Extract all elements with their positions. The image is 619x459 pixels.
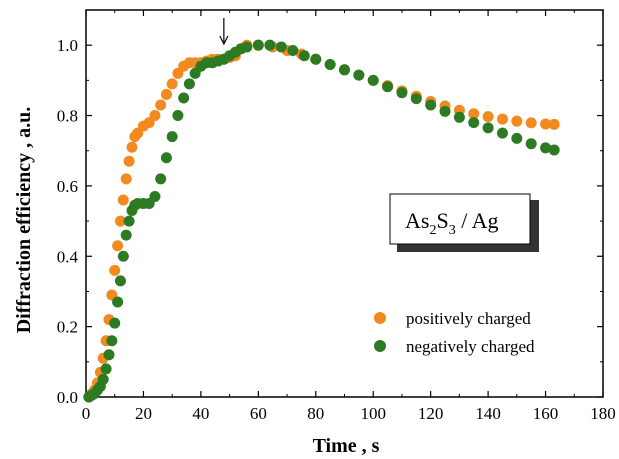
- material-label-box: As2S3 / Ag: [389, 193, 539, 252]
- data-point: [114, 275, 126, 287]
- data-point: [264, 39, 276, 51]
- y-tick-label: 0.0: [57, 388, 78, 407]
- data-point: [367, 74, 379, 86]
- y-axis-title: Diffraction efficiency , a.u.: [13, 107, 35, 334]
- x-axis-title: Time , s: [313, 435, 380, 457]
- data-point: [183, 78, 195, 90]
- x-tick-label: 60: [250, 404, 267, 423]
- data-point: [166, 131, 178, 143]
- arrow-head: [219, 35, 229, 46]
- data-point: [112, 296, 124, 308]
- data-point: [123, 215, 135, 227]
- data-point: [511, 132, 523, 144]
- svg-text:As2S3 / Ag: As2S3 / Ag: [405, 208, 499, 238]
- y-tick-label: 0.4: [57, 247, 79, 266]
- data-point: [548, 144, 560, 156]
- data-point: [252, 39, 264, 51]
- y-tick-label: 1.0: [57, 36, 78, 55]
- material-mid: S: [436, 208, 448, 233]
- series-negatively-charged: [83, 39, 560, 403]
- data-point: [496, 113, 508, 125]
- data-point: [410, 93, 422, 105]
- data-point: [126, 141, 138, 153]
- data-point: [310, 53, 322, 65]
- data-point: [540, 118, 552, 130]
- data-point: [109, 317, 121, 329]
- data-point: [324, 59, 336, 71]
- legend-marker-positive: [374, 312, 386, 324]
- data-point: [155, 173, 167, 185]
- arrow-marker: [219, 18, 229, 46]
- data-point: [482, 111, 494, 123]
- y-tick-labels: 0.0 0.2 0.4 0.6 0.8 1.0: [57, 36, 79, 407]
- data-point: [425, 99, 437, 111]
- data-point: [160, 152, 172, 164]
- data-point: [114, 215, 126, 227]
- data-point: [511, 115, 523, 127]
- data-point: [149, 110, 161, 122]
- data-point: [382, 81, 394, 93]
- data-point: [149, 190, 161, 202]
- data-point: [120, 173, 132, 185]
- data-point: [396, 87, 408, 99]
- data-point: [117, 250, 129, 262]
- x-tick-label: 40: [192, 404, 209, 423]
- data-point: [298, 50, 310, 62]
- data-point: [106, 335, 118, 347]
- data-point: [353, 69, 365, 81]
- material-base: As: [405, 208, 429, 233]
- data-point: [339, 64, 350, 76]
- data-point: [178, 92, 190, 104]
- data-point: [112, 240, 124, 252]
- x-tick-label: 140: [475, 404, 501, 423]
- x-tick-label: 80: [307, 404, 324, 423]
- x-tick-label: 100: [360, 404, 386, 423]
- x-tick-label: 160: [533, 404, 559, 423]
- data-point: [525, 138, 537, 150]
- data-point: [109, 264, 121, 276]
- y-tick-label: 0.6: [57, 177, 78, 196]
- x-tick-label: 180: [590, 404, 616, 423]
- data-point: [172, 110, 184, 122]
- material-sub1: 2: [429, 223, 436, 238]
- y-tick-label: 0.8: [57, 107, 78, 126]
- legend-marker-negative: [374, 340, 386, 352]
- data-point: [160, 88, 172, 100]
- data-point: [275, 41, 287, 53]
- x-tick-label: 120: [418, 404, 444, 423]
- data-point: [100, 363, 112, 375]
- x-tick-labels: 0 20 40 60 80 100 120 140 160 180: [82, 404, 616, 423]
- data-point: [482, 122, 494, 134]
- data-point: [439, 105, 451, 117]
- axes: [85, 9, 604, 398]
- data-point: [468, 108, 480, 120]
- series-layer: [83, 39, 560, 403]
- legend-label-positive: positively charged: [406, 309, 531, 328]
- y-tick-label: 0.2: [57, 318, 78, 337]
- legend-label-negative: negatively charged: [406, 337, 535, 356]
- data-point: [453, 111, 465, 123]
- data-point: [103, 349, 115, 361]
- data-point: [287, 44, 299, 56]
- data-point: [97, 373, 109, 385]
- data-point: [540, 142, 552, 154]
- data-point: [123, 155, 135, 167]
- legend: positively charged negatively charged: [374, 309, 535, 356]
- data-point: [117, 194, 129, 206]
- data-point: [525, 117, 537, 129]
- material-rest: / Ag: [456, 208, 499, 233]
- data-point: [120, 229, 132, 241]
- x-tick-label: 0: [82, 404, 91, 423]
- x-tick-label: 20: [135, 404, 152, 423]
- data-point: [166, 78, 178, 90]
- data-point: [468, 117, 480, 129]
- data-point: [241, 41, 253, 53]
- data-point: [496, 127, 508, 139]
- data-point: [548, 118, 560, 130]
- material-sub2: 3: [449, 223, 456, 238]
- data-point: [155, 99, 167, 111]
